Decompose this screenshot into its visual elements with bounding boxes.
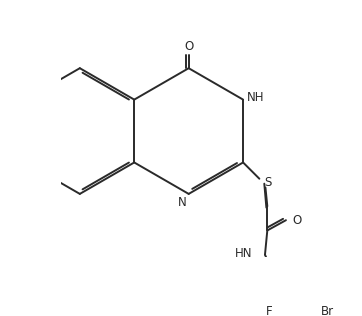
Text: S: S xyxy=(265,175,272,189)
Text: Br: Br xyxy=(321,305,334,316)
Text: NH: NH xyxy=(247,91,264,104)
Text: HN: HN xyxy=(235,247,252,260)
Text: O: O xyxy=(184,40,193,53)
Text: F: F xyxy=(266,305,273,316)
Text: N: N xyxy=(178,196,186,209)
Text: O: O xyxy=(292,214,301,227)
